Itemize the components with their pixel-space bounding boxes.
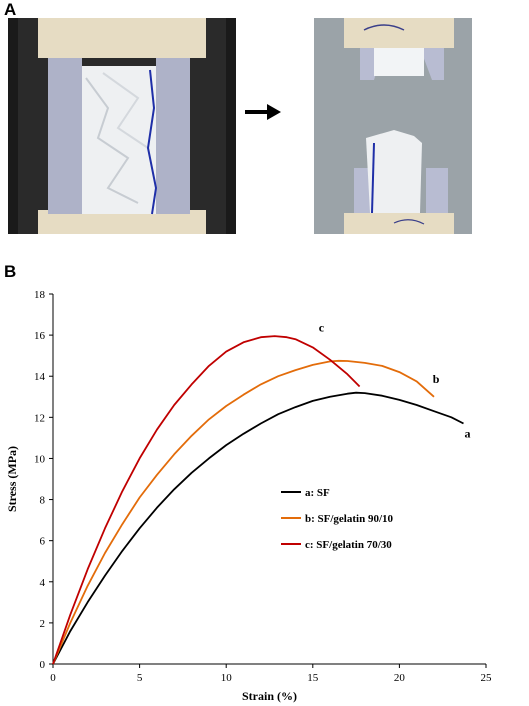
x-tick-label: 5	[137, 672, 143, 684]
curve-label-c: c	[319, 320, 325, 334]
tensile-specimen-after-photo	[314, 18, 472, 234]
y-tick-label: 0	[40, 659, 46, 671]
y-tick-label: 6	[40, 536, 46, 548]
y-tick-label: 12	[34, 412, 45, 424]
legend-label-a: a: SF	[305, 487, 330, 499]
y-tick-label: 4	[40, 577, 46, 589]
right-arrow-icon	[245, 104, 281, 120]
series-line-a	[52, 391, 464, 665]
curve-label-b: b	[433, 372, 440, 386]
panel-label-b: B	[4, 262, 17, 281]
tensile-specimen-before-photo	[8, 18, 236, 234]
series-line-b	[52, 359, 435, 665]
x-axis-title: Strain (%)	[242, 689, 297, 703]
legend-label-b: b: SF/gelatin 90/10	[305, 513, 394, 525]
stress-strain-chart: 0 5 10 15 20 25 0 2 4 6 8 10 12 14 16 18 Strain (%) Stres…	[5, 289, 493, 703]
x-tick-label: 0	[50, 672, 56, 684]
x-tick-label: 25	[481, 672, 493, 684]
x-tick-label: 15	[307, 672, 319, 684]
curve-label-a: a	[464, 427, 470, 441]
y-tick-label: 18	[34, 289, 46, 301]
x-tick-label: 10	[221, 672, 233, 684]
y-tick-label: 2	[40, 618, 46, 630]
y-tick-label: 16	[34, 330, 46, 342]
panel-label-a: A	[4, 0, 17, 19]
y-axis-title: Stress (MPa)	[5, 446, 19, 512]
legend-label-c: c: SF/gelatin 70/30	[305, 539, 392, 551]
x-tick-label: 20	[394, 672, 406, 684]
series-line-c	[52, 335, 361, 665]
y-tick-label: 14	[34, 371, 46, 383]
y-tick-label: 10	[34, 453, 46, 465]
y-tick-label: 8	[40, 495, 46, 507]
